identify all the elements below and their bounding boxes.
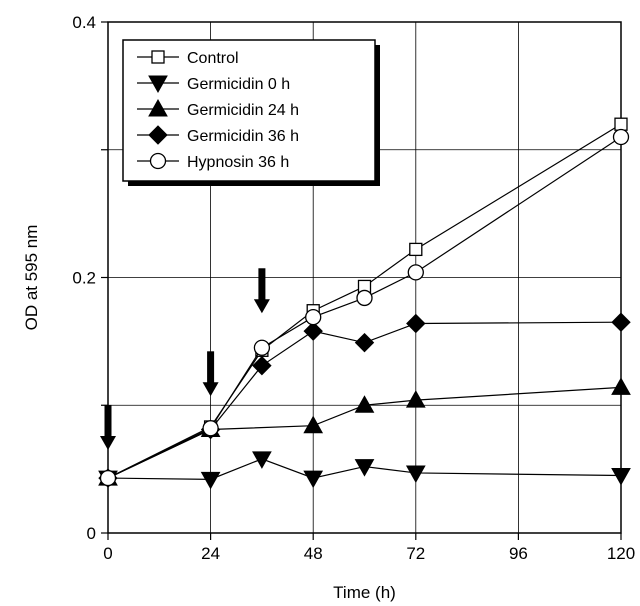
data-point	[354, 395, 375, 413]
data-point	[405, 465, 426, 483]
data-point	[303, 415, 324, 434]
legend-label: Germicidin 36 h	[187, 128, 299, 145]
axis-ticks: 0 24 48 72 96 120 0 0.2 0.4	[72, 13, 635, 563]
legend-marker	[148, 75, 168, 94]
series-layer	[98, 117, 631, 490]
y-tick-label: 0.4	[72, 13, 96, 32]
legend-label: Germicidin 24 h	[187, 102, 299, 119]
data-point	[99, 469, 117, 487]
data-point	[405, 390, 426, 408]
data-point	[611, 468, 631, 486]
data-point	[407, 264, 424, 281]
x-axis-title: Time (h)	[333, 583, 396, 602]
data-point	[409, 242, 423, 257]
legend-label: Control	[187, 50, 239, 67]
data-point	[354, 332, 375, 353]
y-axis-title: OD at 595 nm	[22, 225, 41, 331]
legend-marker	[151, 50, 165, 64]
annotation-arrows	[100, 268, 270, 450]
data-point	[614, 117, 628, 131]
series-1	[98, 451, 631, 490]
legend-marker	[149, 152, 167, 170]
x-tick-label: 120	[607, 544, 635, 563]
data-point	[406, 313, 426, 334]
legend-item: Hypnosin 36 h	[137, 152, 289, 171]
legend: Control Germicidin 0 h Germicidin 24 h Germ…	[122, 39, 380, 186]
data-point	[202, 420, 219, 437]
legend-marker	[148, 125, 168, 145]
legend-item: Germicidin 36 h	[137, 125, 299, 145]
legend-label: Hypnosin 36 h	[187, 154, 289, 171]
down-arrow-icon	[202, 351, 219, 397]
x-tick-label: 72	[406, 544, 425, 563]
x-tick-label: 96	[509, 544, 528, 563]
data-point	[252, 355, 272, 376]
legend-item: Control	[137, 50, 239, 67]
x-tick-label: 48	[304, 544, 323, 563]
series-4	[99, 128, 630, 487]
x-tick-label: 0	[103, 544, 112, 563]
data-point	[253, 339, 271, 356]
data-point	[356, 289, 373, 307]
series-line	[107, 136, 622, 479]
data-point	[354, 459, 375, 477]
down-arrow-icon	[253, 268, 270, 314]
down-arrow-icon	[100, 404, 116, 450]
y-tick-label: 0.2	[72, 269, 96, 288]
legend-marker	[148, 98, 168, 117]
data-point	[303, 321, 323, 341]
data-point	[303, 470, 324, 489]
data-point	[611, 377, 631, 395]
y-tick-label: 0	[87, 524, 96, 543]
legend-item: Germicidin 24 h	[137, 98, 299, 119]
data-point	[305, 308, 322, 326]
data-point	[611, 312, 631, 332]
data-point	[252, 451, 272, 469]
data-point	[612, 128, 630, 146]
legend-item: Germicidin 0 h	[137, 75, 290, 94]
data-point	[200, 471, 221, 490]
x-tick-label: 24	[201, 544, 220, 563]
legend-label: Germicidin 0 h	[187, 76, 290, 93]
